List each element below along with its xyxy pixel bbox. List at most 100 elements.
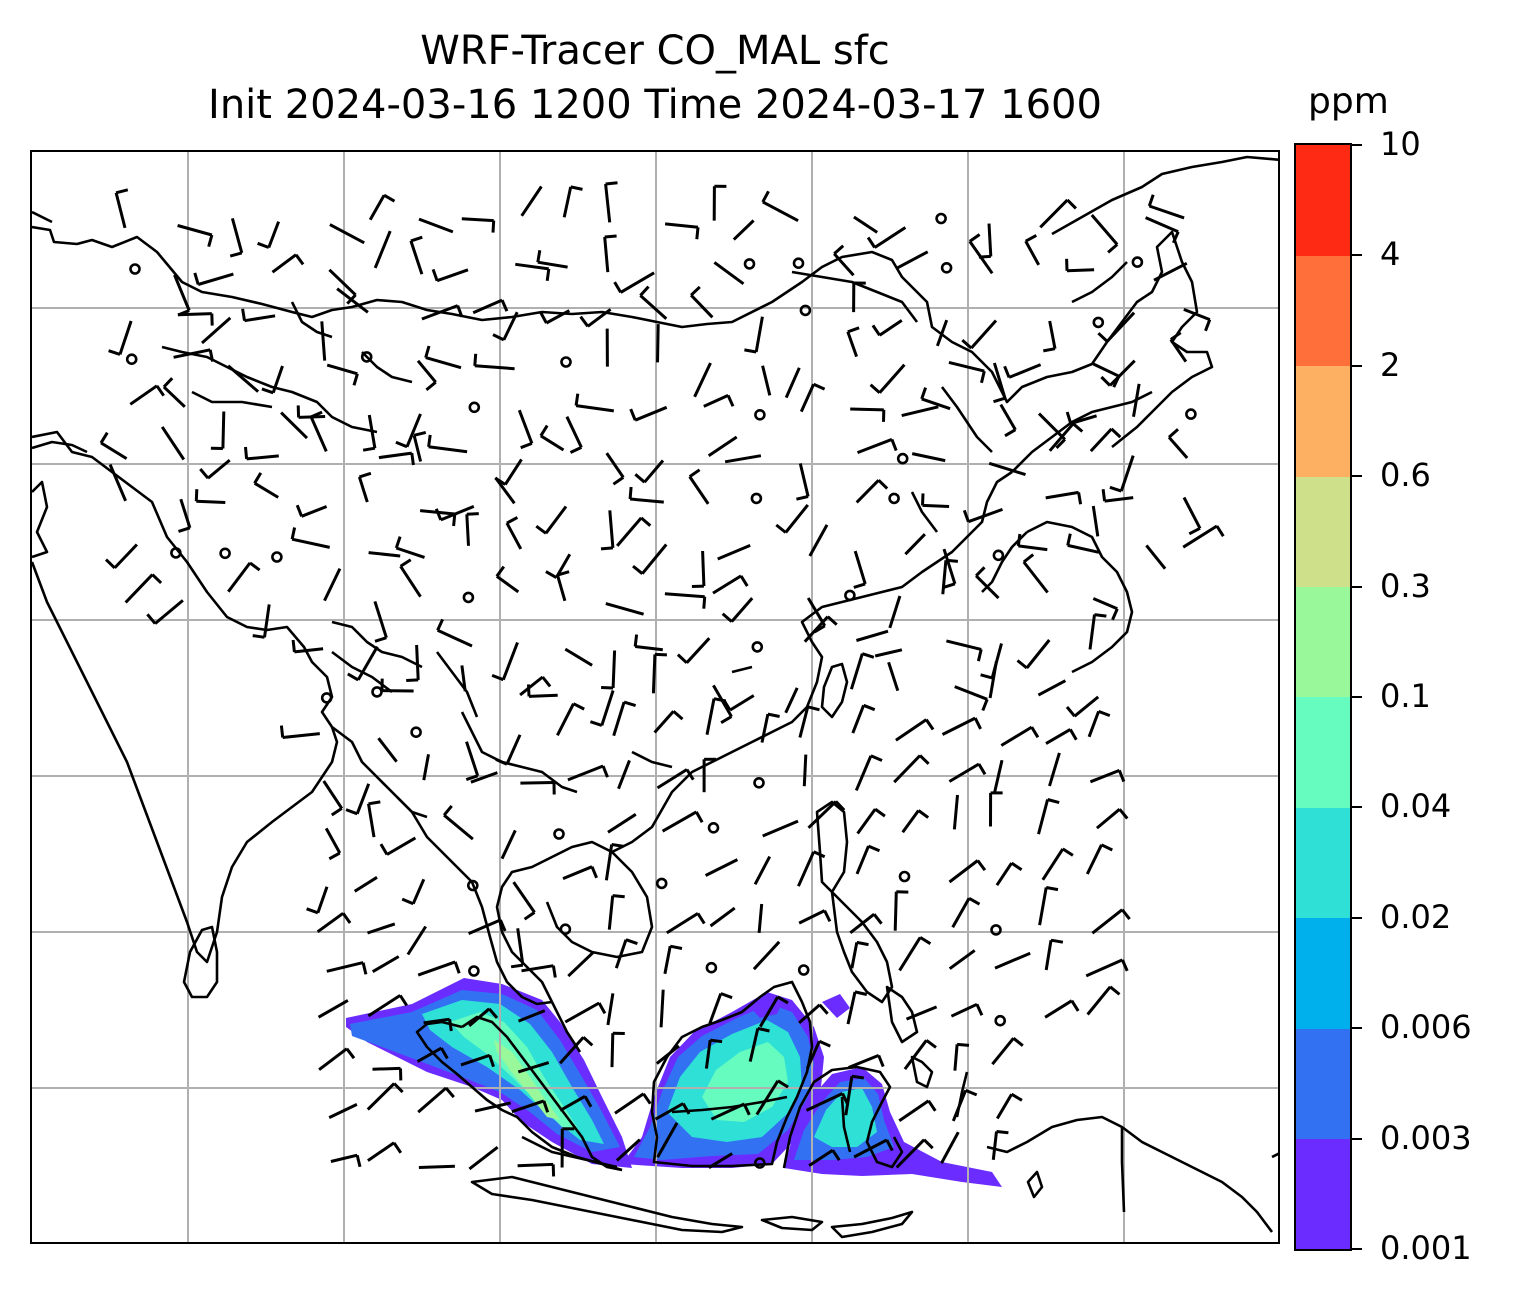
wind-barb-shaft <box>267 221 281 249</box>
coastline-segment <box>331 725 553 1006</box>
wind-barb-shaft <box>893 754 922 784</box>
wind-barb-shaft <box>1044 939 1053 971</box>
wind-barb-shaft <box>1148 204 1185 220</box>
wind-barb-shaft <box>415 644 420 680</box>
coastline-segment <box>731 665 753 674</box>
wind-barb-shaft <box>282 732 320 739</box>
wind-barb <box>989 791 1003 827</box>
wind-barb <box>941 558 959 595</box>
wind-barb-flag <box>921 493 925 506</box>
wind-barb-flag <box>681 1102 691 1115</box>
wind-barb-flag <box>410 452 415 466</box>
wind-barb-shaft <box>114 192 127 229</box>
wind-barb-flag <box>1061 847 1074 857</box>
wind-barb <box>1022 553 1049 594</box>
wind-barb <box>659 989 665 1028</box>
wind-barb-flag <box>975 1003 984 1016</box>
wind-barb-shaft <box>544 505 568 535</box>
wind-barb-shaft <box>855 479 880 504</box>
wind-barb <box>656 768 695 790</box>
wind-barb-shaft <box>803 615 829 643</box>
wind-barb-shaft <box>537 260 568 269</box>
wind-barb-shaft <box>472 298 503 315</box>
wind-barb-shaft <box>230 218 244 254</box>
wind-barb-shaft <box>366 1082 396 1111</box>
wind-barb-shaft <box>846 331 859 358</box>
wind-barb-flag <box>831 1149 841 1162</box>
wind-barb-shaft <box>271 365 284 394</box>
wind-barb-flag <box>1147 194 1155 207</box>
coastline-segment <box>1071 261 1128 304</box>
calm-wind-circle <box>792 257 805 269</box>
wind-barb <box>406 644 420 682</box>
wind-barb <box>357 471 372 503</box>
wind-barb-flag <box>968 896 981 906</box>
wind-barb <box>895 1138 934 1169</box>
wind-barb-flag <box>767 712 780 718</box>
wind-barb <box>394 536 425 559</box>
wind-barb-flag <box>654 652 667 657</box>
wind-barb <box>1085 958 1129 978</box>
wind-barb <box>709 906 736 928</box>
wind-barb-flag <box>710 1038 723 1044</box>
coastline-segment <box>791 270 919 323</box>
wind-barb <box>853 215 879 234</box>
wind-barb-flag <box>399 558 412 568</box>
wind-barb <box>377 737 398 763</box>
wind-barb-shaft <box>367 1141 395 1162</box>
wind-barb-shaft <box>474 1101 512 1113</box>
wind-barb-shaft <box>177 224 213 237</box>
wind-barb <box>1101 489 1134 503</box>
wind-barb-shaft <box>1048 320 1057 349</box>
wind-barb-shaft <box>975 574 1000 600</box>
wind-barb-shaft <box>373 230 392 269</box>
wind-barb-shaft <box>661 810 698 833</box>
wind-barb-shaft <box>717 544 751 561</box>
wind-barb <box>1087 709 1111 738</box>
wind-barb-flag <box>720 992 733 1000</box>
wind-barb-flag <box>545 570 558 579</box>
map-canvas <box>32 152 1278 1242</box>
wind-barb <box>893 890 909 931</box>
coastline-segment <box>182 925 219 999</box>
wind-barb <box>757 903 764 934</box>
wind-barb <box>564 647 593 667</box>
wind-barb-shaft <box>505 734 522 765</box>
wind-barb-flag <box>925 1039 937 1049</box>
wind-barb-shaft <box>1089 427 1113 453</box>
wind-barb-shaft <box>500 829 517 860</box>
wind-barb-shaft <box>512 881 536 914</box>
wind-barb-flag <box>807 705 820 712</box>
wind-barb-flag <box>1069 728 1078 741</box>
wind-barb <box>717 544 751 561</box>
coastline-segment <box>435 651 479 718</box>
wind-barb-flag <box>155 384 165 397</box>
wind-barb-shaft <box>517 409 534 444</box>
wind-barb-flag <box>99 431 109 444</box>
colorbar-tick <box>1352 1137 1362 1140</box>
wind-barb-flag <box>961 338 973 350</box>
wind-barb <box>162 377 186 408</box>
coastline-segment <box>611 470 1013 854</box>
wind-barb-shaft <box>753 855 772 885</box>
colorbar-tick <box>1352 1248 1362 1250</box>
wind-barb-shaft <box>855 845 870 875</box>
wind-barb-shaft <box>521 964 554 973</box>
wind-barb-flag <box>996 1130 1009 1135</box>
tracer-contour-fill <box>494 1040 560 1120</box>
wind-barb-flag <box>632 564 644 575</box>
wind-barb <box>893 754 930 784</box>
wind-barb <box>519 675 552 697</box>
wind-barb <box>323 567 342 602</box>
wind-barb-flag <box>604 234 617 239</box>
wind-barb-shaft <box>887 661 900 692</box>
wind-barb <box>417 1086 455 1114</box>
wind-barb-shaft <box>844 1075 854 1116</box>
wind-barb-flag <box>355 1154 362 1168</box>
wind-barb <box>201 316 232 345</box>
wind-barb-shaft <box>639 294 668 320</box>
wind-barb-shaft <box>474 364 515 371</box>
wind-barb-shaft <box>895 718 928 742</box>
wind-barb-shaft <box>372 1066 401 1071</box>
wind-barb <box>849 652 875 690</box>
